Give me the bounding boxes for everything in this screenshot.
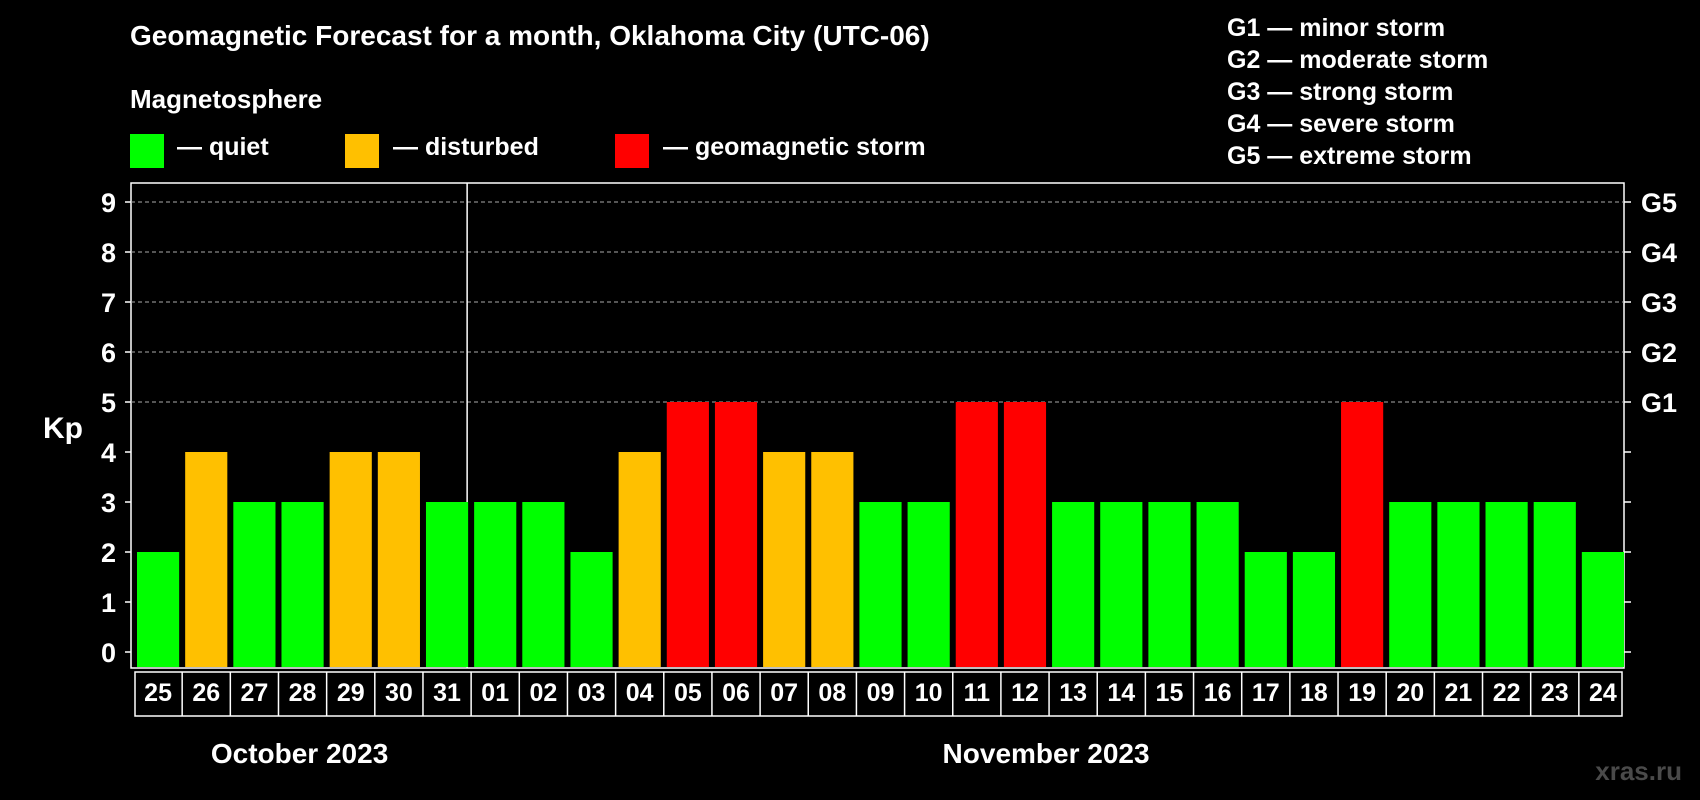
legend-label-quiet: — quiet [177,133,269,161]
storm-level-g3: G3 — strong storm [1227,78,1454,106]
y-tick-label: 1 [101,588,116,618]
storm-level-g5: G5 — extreme storm [1227,142,1472,170]
bar-27 [233,502,276,667]
legend-label-disturbed: — disturbed [393,133,539,161]
x-tick-label: 11 [964,679,991,707]
x-tick-label: 23 [1541,679,1569,707]
x-tick-label: 14 [1107,679,1135,707]
bar-11 [955,402,998,667]
x-tick-label: 12 [1011,679,1039,707]
x-tick-label: 15 [1156,679,1184,707]
bar-15 [1148,502,1191,667]
x-tick-label: 08 [818,679,846,707]
legend-label-storm: — geomagnetic storm [663,133,926,161]
right-axis-label: G1 [1641,388,1677,418]
right-axis-label: G5 [1641,188,1677,218]
y-tick-label: 9 [101,188,116,218]
bar-04 [618,452,661,667]
bar-14 [1100,502,1143,667]
x-tick-label: 27 [240,679,268,707]
bar-19 [1341,402,1384,667]
month-label: October 2023 [211,738,388,769]
right-axis-label: G3 [1641,288,1677,318]
y-tick-label: 4 [101,438,116,468]
bar-18 [1292,552,1336,667]
bar-24 [1581,552,1624,667]
x-tick-label: 31 [433,679,461,707]
bar-22 [1485,502,1528,667]
x-tick-label: 24 [1589,679,1617,707]
bar-28 [281,502,324,667]
date-row-frame [134,671,1623,717]
chart-title: Geomagnetic Forecast for a month, Oklaho… [130,20,930,51]
x-tick-label: 17 [1252,679,1280,707]
x-tick-label: 10 [915,679,943,707]
legend-swatch-storm [615,134,649,168]
bar-25 [137,552,180,667]
x-tick-label: 01 [481,679,509,707]
x-tick-label: 07 [770,679,798,707]
y-axis-label: Kp [43,412,83,445]
x-tick-label: 19 [1348,679,1376,707]
x-tick-label: 04 [626,679,654,707]
storm-level-g4: G4 — severe storm [1227,110,1455,138]
bar-20 [1389,502,1432,667]
bar-09 [859,502,902,667]
bar-12 [1003,402,1047,667]
x-tick-label: 28 [289,679,317,707]
watermark: xras.ru [1595,756,1682,786]
bar-26 [185,452,228,667]
bar-01 [474,502,517,667]
x-tick-label: 16 [1204,679,1232,707]
bar-21 [1437,502,1480,667]
x-tick-label: 26 [192,679,220,707]
y-tick-label: 2 [101,538,116,568]
y-tick-label: 5 [101,388,116,418]
x-tick-label: 13 [1059,679,1087,707]
storm-level-g1: G1 — minor storm [1227,14,1446,42]
x-tick-label: 29 [337,679,365,707]
bar-23 [1533,502,1576,667]
bar-31 [425,502,469,667]
x-tick-label: 18 [1300,679,1328,707]
right-axis-label: G2 [1641,338,1677,368]
bar-30 [377,452,420,667]
storm-level-g2: G2 — moderate storm [1227,46,1489,74]
bar-08 [811,452,854,667]
x-tick-label: 22 [1493,679,1521,707]
month-label: November 2023 [943,738,1150,769]
y-tick-label: 6 [101,338,116,368]
x-tick-label: 20 [1396,679,1424,707]
legend-swatch-quiet [130,134,164,168]
x-tick-label: 30 [385,679,413,707]
bar-29 [329,452,372,667]
y-tick-label: 3 [101,488,116,518]
bar-13 [1052,502,1095,667]
legend-heading: Magnetosphere [130,84,323,114]
bar-06 [714,402,758,667]
bar-10 [907,502,950,667]
x-tick-label: 06 [722,679,750,707]
x-tick-label: 25 [144,679,172,707]
bar-02 [522,502,565,667]
bar-16 [1196,502,1239,667]
bar-03 [570,552,613,667]
bar-05 [666,402,709,667]
plot-frame [130,182,1625,669]
x-tick-label: 21 [1445,679,1473,707]
x-tick-label: 05 [674,679,702,707]
x-tick-label: 03 [578,679,606,707]
y-tick-label: 8 [101,238,116,268]
y-tick-label: 7 [101,288,116,318]
bar-17 [1244,552,1287,667]
bar-07 [763,452,806,667]
y-tick-label: 0 [101,638,116,668]
legend-swatch-disturbed [345,134,379,168]
right-axis-label: G4 [1641,238,1677,268]
x-tick-label: 02 [529,679,557,707]
x-tick-label: 09 [867,679,895,707]
